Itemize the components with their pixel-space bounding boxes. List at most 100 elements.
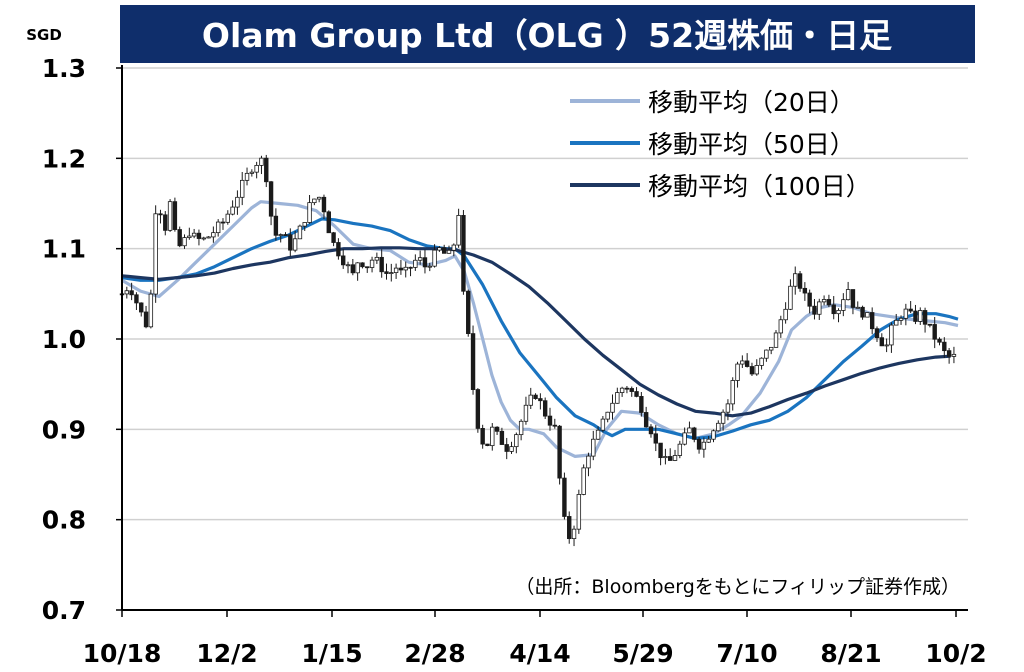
ma-line-ma20 [121,200,959,458]
candle-body [249,171,255,174]
x-tick-label: 4/14 [509,639,570,668]
candle-body [230,206,235,215]
candle-body [182,237,187,247]
candle-body [470,333,476,390]
candle-body [398,267,404,271]
candle-body [764,349,769,359]
candle-body [494,426,500,432]
candle-body [321,196,327,213]
candle-body [187,235,192,238]
candle-body [196,232,202,239]
candle-body [254,164,259,173]
candle-body [225,213,230,223]
candle-body [802,287,808,294]
candle-body [725,403,731,413]
ma-line-ma100 [121,246,951,418]
candle-body [490,426,495,447]
candle-body [316,196,322,200]
candle-body [134,294,139,304]
candle-body [345,264,351,267]
candle-body [504,444,509,452]
x-tick-label: 2/28 [404,639,465,668]
candle-body [158,213,163,216]
legend: 移動平均（20日） 移動平均（50日） 移動平均（100日） [570,88,871,201]
candle-body [480,428,485,445]
candle-body [951,353,957,357]
candle-body [687,427,692,434]
candle-body [177,229,182,247]
candle-body [441,247,447,254]
candle-body [427,265,432,268]
x-tick-label: 7/10 [716,639,777,668]
candle-body [389,272,394,275]
y-tick-labels: 1.3 1.2 1.1 1.0 0.9 0.8 0.7 [42,54,122,625]
y-axis-unit: SGD [26,26,62,44]
candle-body [172,201,178,230]
candle-body [696,438,702,450]
candle-body [264,157,269,183]
candle-body [307,202,312,223]
candle-body [456,215,461,246]
candle-body [167,201,173,231]
candle-body [855,306,860,309]
candle-body [850,289,856,308]
candle-body [894,319,899,326]
candle-body [913,310,918,322]
candle-body [807,292,812,307]
candle-body [672,455,678,461]
candle-body [783,308,788,321]
candle-body [932,324,937,340]
candle-body [499,430,505,445]
candle-body [634,391,639,397]
candle-body [288,234,293,251]
candle-body [889,324,894,346]
candle-body [567,516,572,540]
candle-body [278,234,283,236]
candle-body [918,310,923,322]
x-tick-label: 5/29 [612,639,673,668]
candle-body [817,301,822,315]
candle-body [716,422,721,432]
candle-body [619,387,625,393]
candle-body [797,273,803,289]
chart-title: Olam Group Ltd（OLG ）52週株価・日足 [202,16,892,55]
candle-body [283,234,288,236]
candle-body [432,249,437,267]
candle-body [879,337,884,347]
candle-body [215,221,221,234]
candle-body [124,290,130,295]
candle-body [692,427,697,440]
candle-body [538,398,543,402]
candle-body [143,311,149,328]
candle-body [331,232,336,243]
candle-body [417,257,423,261]
candle-body [759,357,764,366]
candle-body [865,312,870,318]
candle-body [350,264,356,274]
candle-body [624,387,630,390]
candle-body [576,494,582,530]
candle-body [528,394,533,406]
candle-body [365,266,370,269]
candle-body [437,247,442,251]
candle-body [326,211,331,234]
candle-body [518,420,524,436]
candle-body [422,257,428,268]
candle-body [653,433,658,444]
candle-body [845,289,851,301]
candle-body [379,256,384,273]
legend-label-ma100: 移動平均（100日） [648,172,871,201]
y-tick-label: 1.0 [42,325,86,354]
candle-body [446,249,452,254]
candle-body [836,310,841,315]
candle-body [841,299,846,311]
candle-body [466,290,471,335]
candle-body [153,213,158,295]
y-tick-label: 1.3 [42,54,86,83]
candle-body [793,273,798,287]
candle-body [244,172,250,181]
candle-body [201,237,206,240]
candle-body [595,429,601,440]
candle-body [206,236,211,239]
